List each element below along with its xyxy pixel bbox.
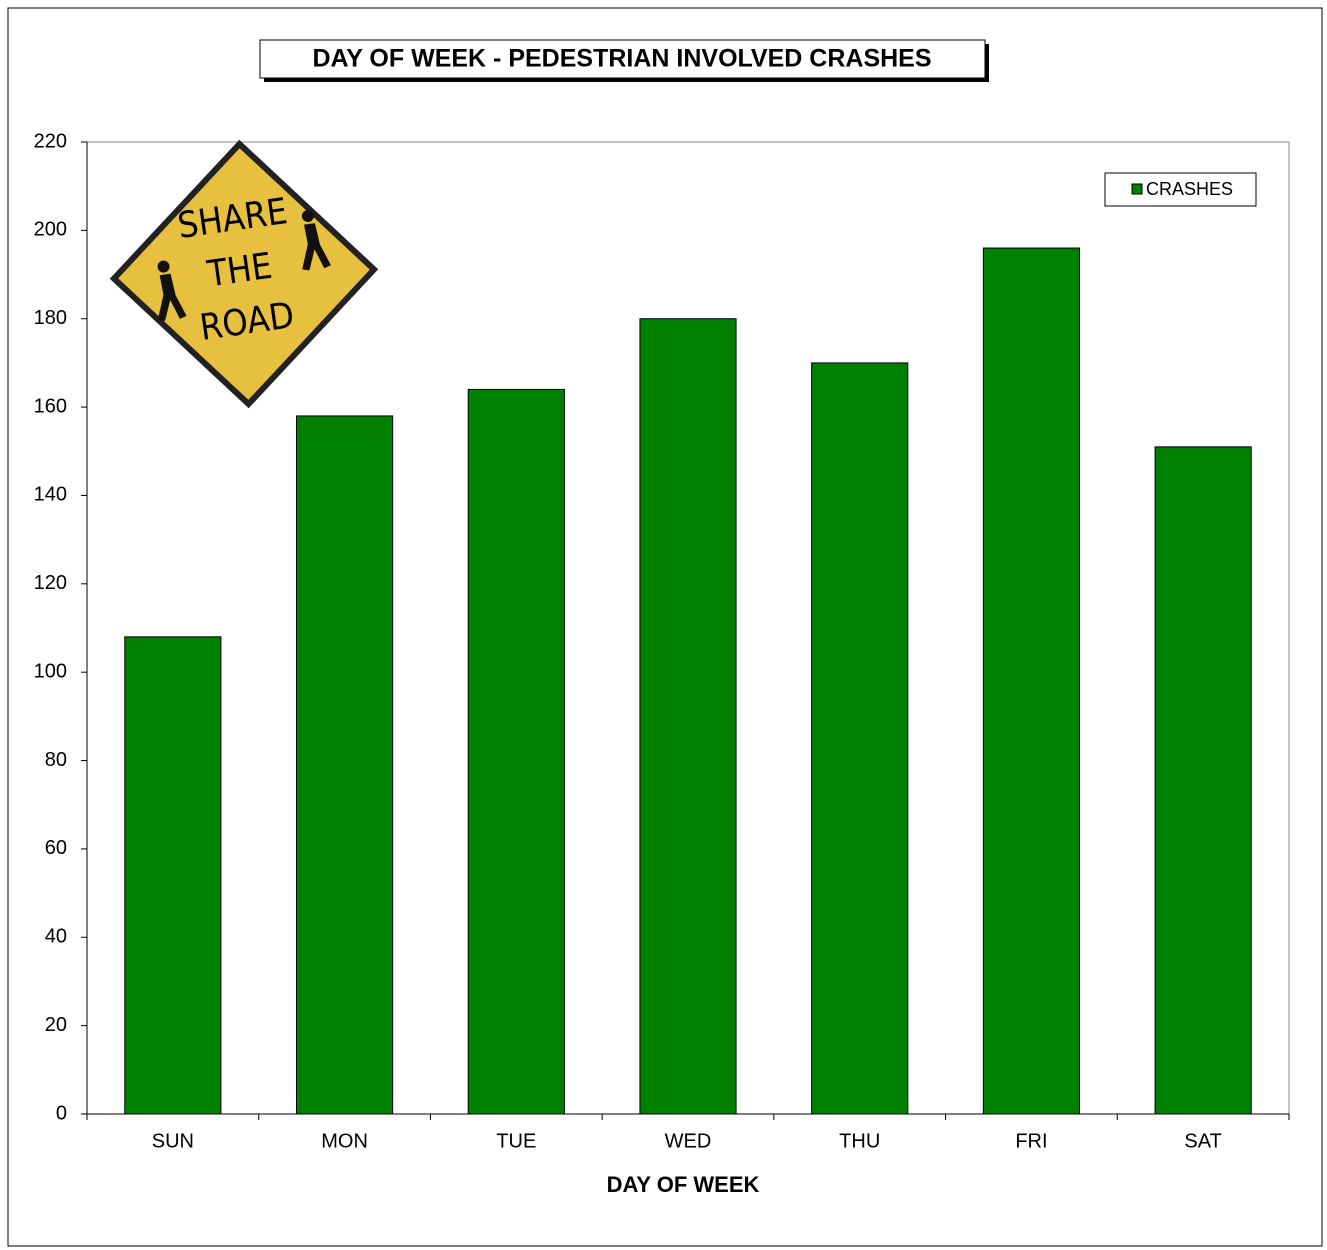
x-tick-label: SUN [152, 1130, 194, 1152]
y-tick-label: 40 [45, 926, 67, 948]
icon-body [157, 273, 187, 321]
x-tick-label: SAT [1184, 1130, 1221, 1152]
bar [467, 388, 565, 1115]
sign [109, 139, 379, 409]
legend [1104, 172, 1257, 207]
y-tick-label: 0 [56, 1102, 67, 1124]
x-tick-label: THU [839, 1130, 880, 1152]
chart-title: DAY OF WEEK - PEDESTRIAN INVOLVED CRASHE… [312, 45, 931, 73]
x-tick-label: TUE [496, 1130, 536, 1152]
y-tick-label: 120 [34, 572, 67, 594]
icon-head [157, 260, 170, 273]
pedestrian-icon [157, 260, 187, 321]
y-tick-label: 20 [45, 1014, 67, 1036]
bar [639, 318, 737, 1115]
x-tick-label: MON [321, 1130, 368, 1152]
sign-board [109, 139, 379, 409]
title-box [259, 39, 986, 79]
bar [1154, 446, 1252, 1115]
y-tick-label: 180 [34, 307, 67, 329]
y-tick-label: 60 [45, 837, 67, 859]
y-tick-label: 100 [34, 660, 67, 682]
y-tick-label: 80 [45, 749, 67, 771]
legend-swatch [1131, 183, 1143, 195]
x-tick-label: FRI [1015, 1130, 1047, 1152]
y-tick-label: 200 [34, 219, 67, 241]
legend-label: CRASHES [1146, 179, 1233, 199]
bar [295, 415, 394, 1115]
bar [811, 362, 909, 1115]
icon-body [302, 223, 331, 271]
x-tick-label: WED [665, 1130, 712, 1152]
pedestrian-icon [301, 210, 331, 271]
icon-head [301, 210, 314, 223]
bar [124, 636, 222, 1115]
bar [982, 247, 1081, 1115]
sign-word: THE [204, 246, 275, 296]
y-tick-label: 220 [34, 130, 67, 152]
x-axis-label: DAY OF WEEK [607, 1172, 760, 1197]
y-tick-label: 160 [34, 395, 67, 417]
y-tick-label: 140 [34, 484, 67, 506]
